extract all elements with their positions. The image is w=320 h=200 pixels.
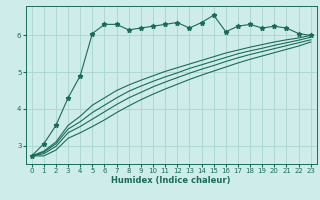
- X-axis label: Humidex (Indice chaleur): Humidex (Indice chaleur): [111, 176, 231, 185]
